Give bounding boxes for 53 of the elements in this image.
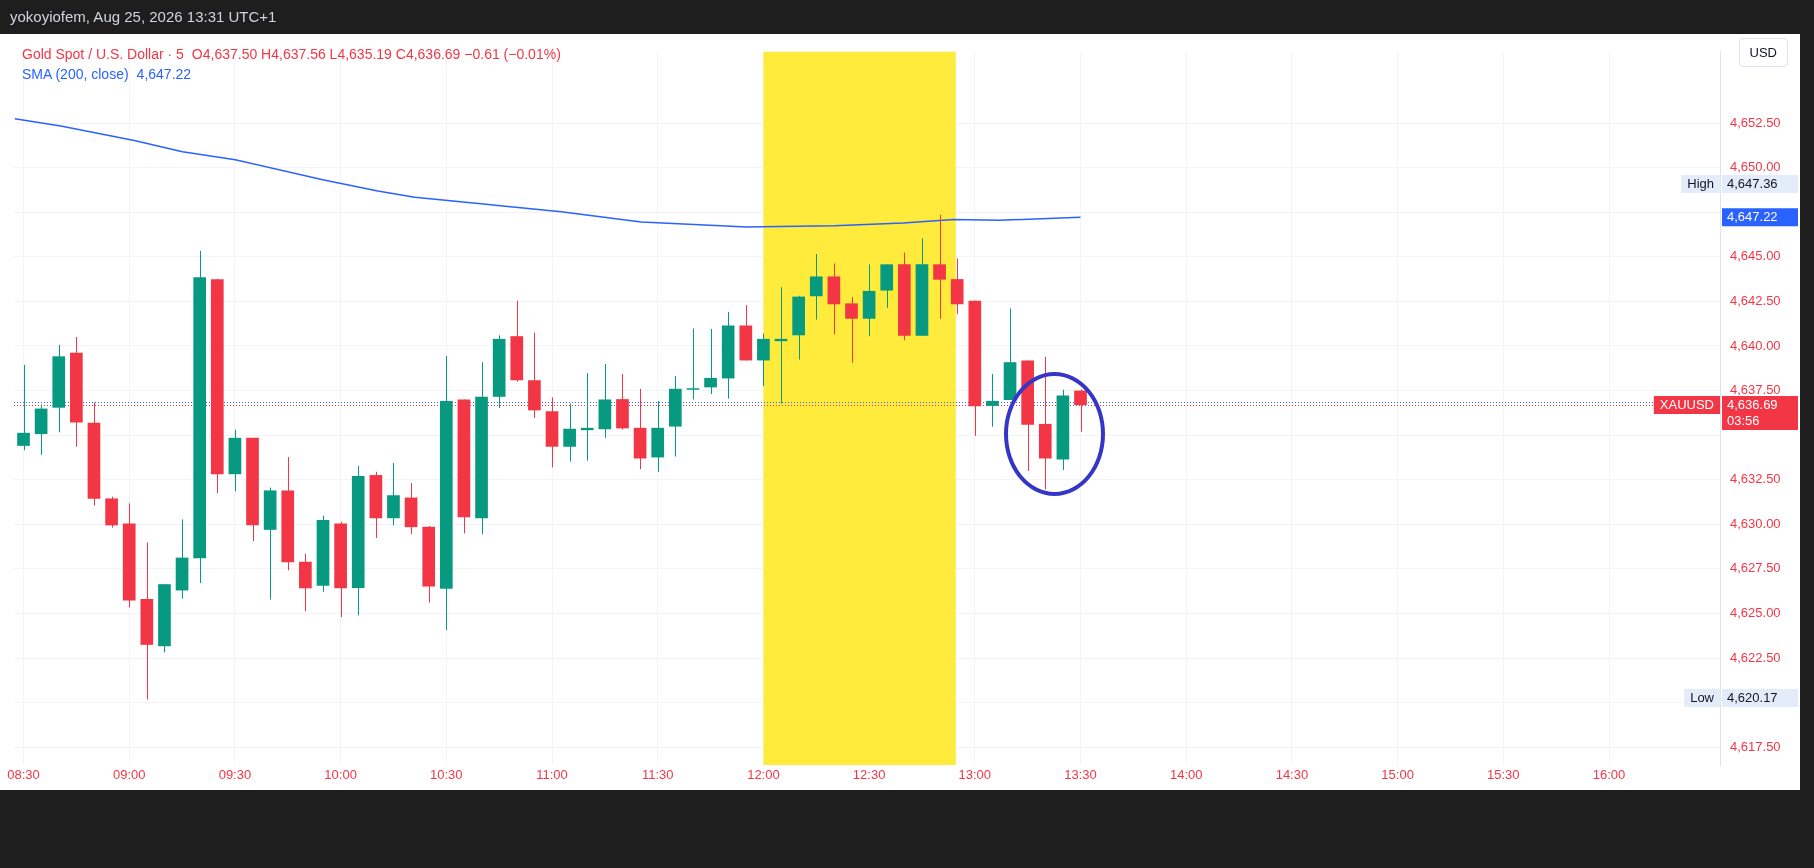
candlestick (387, 462, 400, 526)
candlestick (986, 373, 999, 428)
text: 03:56 (1727, 412, 1760, 428)
candlestick (809, 253, 823, 321)
text: 4,647.22 (1727, 208, 1778, 224)
candlestick (563, 403, 576, 463)
y-tick-label: 4,617.50 (1730, 738, 1781, 754)
y-tick-label: 4,652.50 (1730, 114, 1781, 130)
x-tick-label: 15:00 (1381, 767, 1414, 783)
text: 4,636.69 (1727, 396, 1778, 412)
x-tick-label: 12:30 (852, 767, 886, 783)
currency-button: USD (1738, 38, 1788, 67)
y-tick-label: 4,627.50 (1730, 560, 1781, 576)
x-tick-label: 11:00 (536, 767, 568, 783)
y-tick-label: 4,640.00 (1730, 337, 1781, 353)
y-tick-label: 4,630.00 (1730, 515, 1781, 531)
x-tick-label: 16:00 (1592, 767, 1626, 783)
x-tick-label: 10:30 (430, 767, 463, 783)
y-tick-label: 4,645.00 (1730, 248, 1781, 264)
x-tick-label: 13:30 (1064, 767, 1097, 783)
text: 4,647.36 (1727, 175, 1778, 191)
candlestick (704, 328, 717, 395)
x-tick-label: 08:30 (7, 767, 40, 783)
y-tick-label: 4,642.50 (1730, 293, 1781, 308)
candlestick (17, 364, 30, 451)
annotation: 4,647.22 (136, 66, 192, 82)
y-tick-label: 4,650.00 (1730, 159, 1781, 175)
x-tick-label: 15:30 (1487, 767, 1520, 783)
x-tick-label: 14:30 (1275, 767, 1309, 783)
x-tick-label: 11:30 (641, 767, 674, 783)
x-tick-label: 09:30 (218, 767, 252, 783)
candlestick (580, 372, 594, 462)
candlestick (933, 214, 946, 320)
y-tick-label: 4,625.00 (1730, 605, 1781, 621)
candlestick (845, 296, 858, 364)
y-tick-label: 4,637.50 (1730, 382, 1781, 398)
candlestick (757, 333, 770, 387)
text: yokoyiofem, Aug 25, 2026 13:31 UTC+1 (10, 8, 277, 25)
y-tick-label: 4,632.50 (1730, 471, 1781, 487)
annotation: Low (1690, 689, 1715, 705)
x-tick-label: 12:00 (747, 767, 780, 783)
annotation: High (1687, 175, 1715, 191)
chart-subtitle: O4,637.50 H4,637.56 L4,635.19 C4,636.69 −0.61 (−0.01%) (191, 46, 561, 62)
text: 4,620.17 (1727, 689, 1778, 705)
x-tick-label: 13:00 (958, 767, 992, 783)
ref-line-label: XAUUSD (1659, 396, 1715, 412)
x-tick-label: 09:00 (112, 767, 146, 783)
x-tick-label: 10:00 (324, 767, 357, 783)
y-tick-label: 4,622.50 (1730, 649, 1781, 665)
chart-title: Gold Spot / U.S. Dollar · 5 (22, 46, 184, 62)
text: SMA (200, close) (22, 66, 129, 82)
candlestick (686, 328, 700, 400)
x-tick-label: 14:00 (1169, 767, 1203, 783)
